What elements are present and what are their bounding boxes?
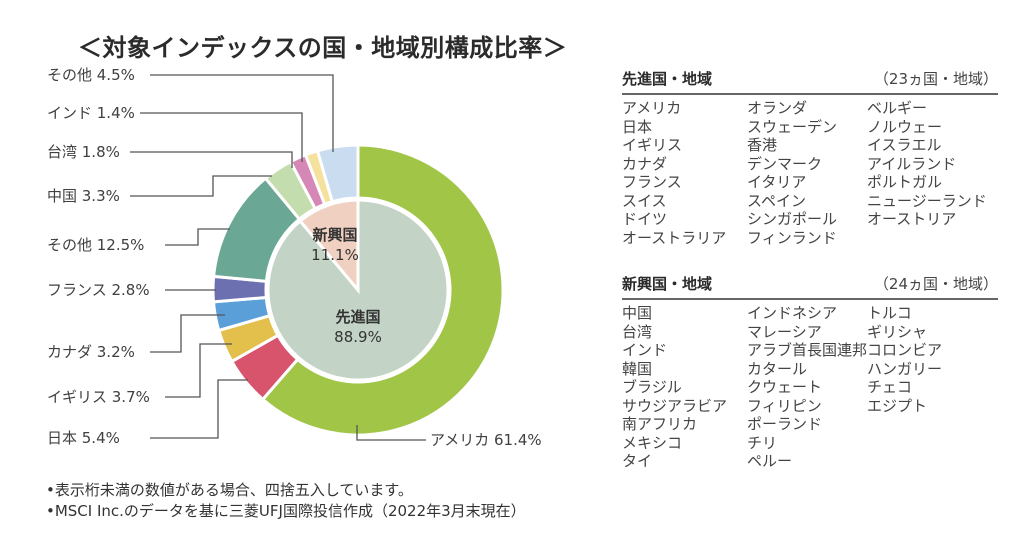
country-column: オランダ スウェーデン 香港 デンマーク イタリア スペイン シンガポール フィンランド: [747, 99, 867, 247]
country-item: 日本: [622, 117, 653, 136]
label-other-developed: その他 12.5%: [47, 236, 145, 254]
label-china: 中国 3.3%: [47, 187, 120, 205]
country-item: フィリピン: [747, 396, 822, 415]
country-item: オーストリア: [867, 210, 957, 228]
label-taiwan: 台湾 1.8%: [47, 143, 120, 161]
country-item: メキシコ: [622, 433, 683, 452]
chart-title: ＜対象インデックスの国・地域別構成比率＞: [78, 34, 568, 62]
country-item: コロンビア: [867, 341, 943, 359]
country-item: インドネシア: [747, 304, 838, 322]
developed-value: 88.9%: [334, 328, 382, 346]
country-item: 香港: [747, 136, 778, 154]
country-item: シンガポール: [747, 210, 838, 228]
leader-line-other-emerging: [150, 74, 334, 152]
country-item: ブラジル: [622, 378, 682, 396]
country-item: エジプト: [867, 396, 928, 415]
leader-line-canada: [150, 314, 225, 353]
emerging-name: 新興国: [312, 226, 358, 244]
label-india: インド 1.4%: [47, 104, 135, 122]
country-column: トルコ ギリシャ コロンビア ハンガリー チェコ エジプト: [867, 304, 942, 471]
country-item: スウェーデン: [747, 117, 838, 136]
country-item: 韓国: [622, 359, 653, 378]
developed-center-label: 先進国 88.9%: [328, 307, 388, 347]
leader-line-taiwan: [130, 151, 293, 168]
emerging-count: （24ヵ国・地域）: [873, 275, 998, 293]
inner-slice-1: [298, 198, 360, 295]
country-item: サウジアラビア: [622, 396, 728, 415]
footnotes: •表示桁未満の数値がある場合、四捨五入しています。 •MSCI Inc.のデータ…: [46, 480, 526, 522]
country-item: インド: [622, 341, 668, 359]
country-column: アメリカ 日本 イギリス カナダ フランス スイス ドイツ オーストラリア: [622, 99, 747, 247]
leader-line-india: [140, 112, 303, 162]
label-other-emerging: その他 4.5%: [47, 66, 135, 84]
country-item: チリ: [747, 433, 778, 452]
country-item: オランダ: [747, 99, 808, 117]
developed-heading: 先進国・地域: [622, 70, 713, 88]
footnote: •表示桁未満の数値がある場合、四捨五入しています。: [46, 481, 413, 499]
country-item: フィンランド: [747, 228, 837, 247]
country-column: 中国 台湾 インド 韓国 ブラジル サウジアラビア 南アフリカ メキシコ タイ: [622, 304, 747, 471]
country-item: ポルトガル: [867, 173, 943, 191]
label-france: フランス 2.8%: [47, 281, 150, 299]
developed-count: （23ヵ国・地域）: [873, 70, 998, 88]
country-item: アメリカ: [622, 99, 682, 117]
leader-line-china: [130, 175, 272, 197]
country-item: ノルウェー: [867, 117, 943, 136]
country-item: デンマーク: [747, 154, 823, 173]
country-item: アラブ首長国連邦: [747, 341, 868, 359]
country-item: チェコ: [867, 378, 913, 396]
country-item: ベルギー: [867, 99, 928, 117]
country-item: 南アフリカ: [622, 415, 698, 433]
country-item: カナダ: [622, 154, 668, 173]
label-canada: カナダ 3.2%: [47, 343, 135, 361]
outer-slice-0: [260, 143, 505, 437]
country-item: イスラエル: [867, 136, 942, 154]
country-item: ニュージーランド: [867, 191, 987, 210]
leader-line-japan: [150, 379, 248, 439]
country-item: カタール: [747, 359, 808, 378]
country-item: イギリス: [622, 136, 683, 154]
country-item: スイス: [622, 191, 667, 210]
leader-line-usa: [356, 425, 426, 441]
country-item: スペイン: [747, 191, 806, 210]
footnote: •MSCI Inc.のデータを基に三菱UFJ国際投信作成（2022年3月末現在）: [46, 502, 526, 520]
country-item: トルコ: [867, 304, 912, 322]
country-item: ポーランド: [747, 415, 823, 433]
country-item: アイルランド: [867, 154, 957, 173]
emerging-list: 新興国・地域 （24ヵ国・地域） 中国 台湾 インド 韓国 ブラジル サウジアラビア 南アフリ…: [622, 273, 998, 471]
developed-name: 先進国: [335, 308, 381, 326]
emerging-value: 11.1%: [311, 246, 359, 264]
country-item: マレーシア: [747, 322, 822, 341]
label-usa: アメリカ 61.4%: [430, 431, 542, 449]
country-item: ペルー: [747, 452, 793, 470]
country-item: タイ: [622, 452, 653, 470]
leader-line-other-developed: [165, 228, 230, 246]
label-uk: イギリス 3.7%: [47, 388, 150, 406]
country-item: ハンガリー: [867, 359, 943, 378]
outer-slice-9: [315, 143, 360, 204]
country-item: イタリア: [747, 173, 807, 191]
label-japan: 日本 5.4%: [47, 429, 120, 447]
country-item: クウェート: [747, 378, 823, 396]
leader-line-uk: [165, 343, 232, 398]
developed-list: 先進国・地域 （23ヵ国・地域） アメリカ 日本 イギリス カナダ フランス スイス ドイツオ…: [622, 68, 998, 247]
country-item: オーストラリア: [622, 228, 727, 247]
country-item: ギリシャ: [867, 322, 928, 341]
emerging-heading: 新興国・地域: [622, 275, 713, 293]
country-item: 中国: [622, 304, 653, 322]
emerging-center-label: 新興国 11.1%: [305, 225, 365, 265]
country-item: ドイツ: [622, 210, 668, 228]
country-column: インドネシア マレーシア アラブ首長国連邦 カタール クウェート フィリピン ポーランド チリ…: [747, 304, 867, 471]
country-column: ベルギー ノルウェー イスラエル アイルランド ポルトガル ニュージーランド オーストリア: [867, 99, 987, 247]
country-item: 台湾: [622, 322, 653, 341]
country-item: フランス: [622, 173, 682, 191]
